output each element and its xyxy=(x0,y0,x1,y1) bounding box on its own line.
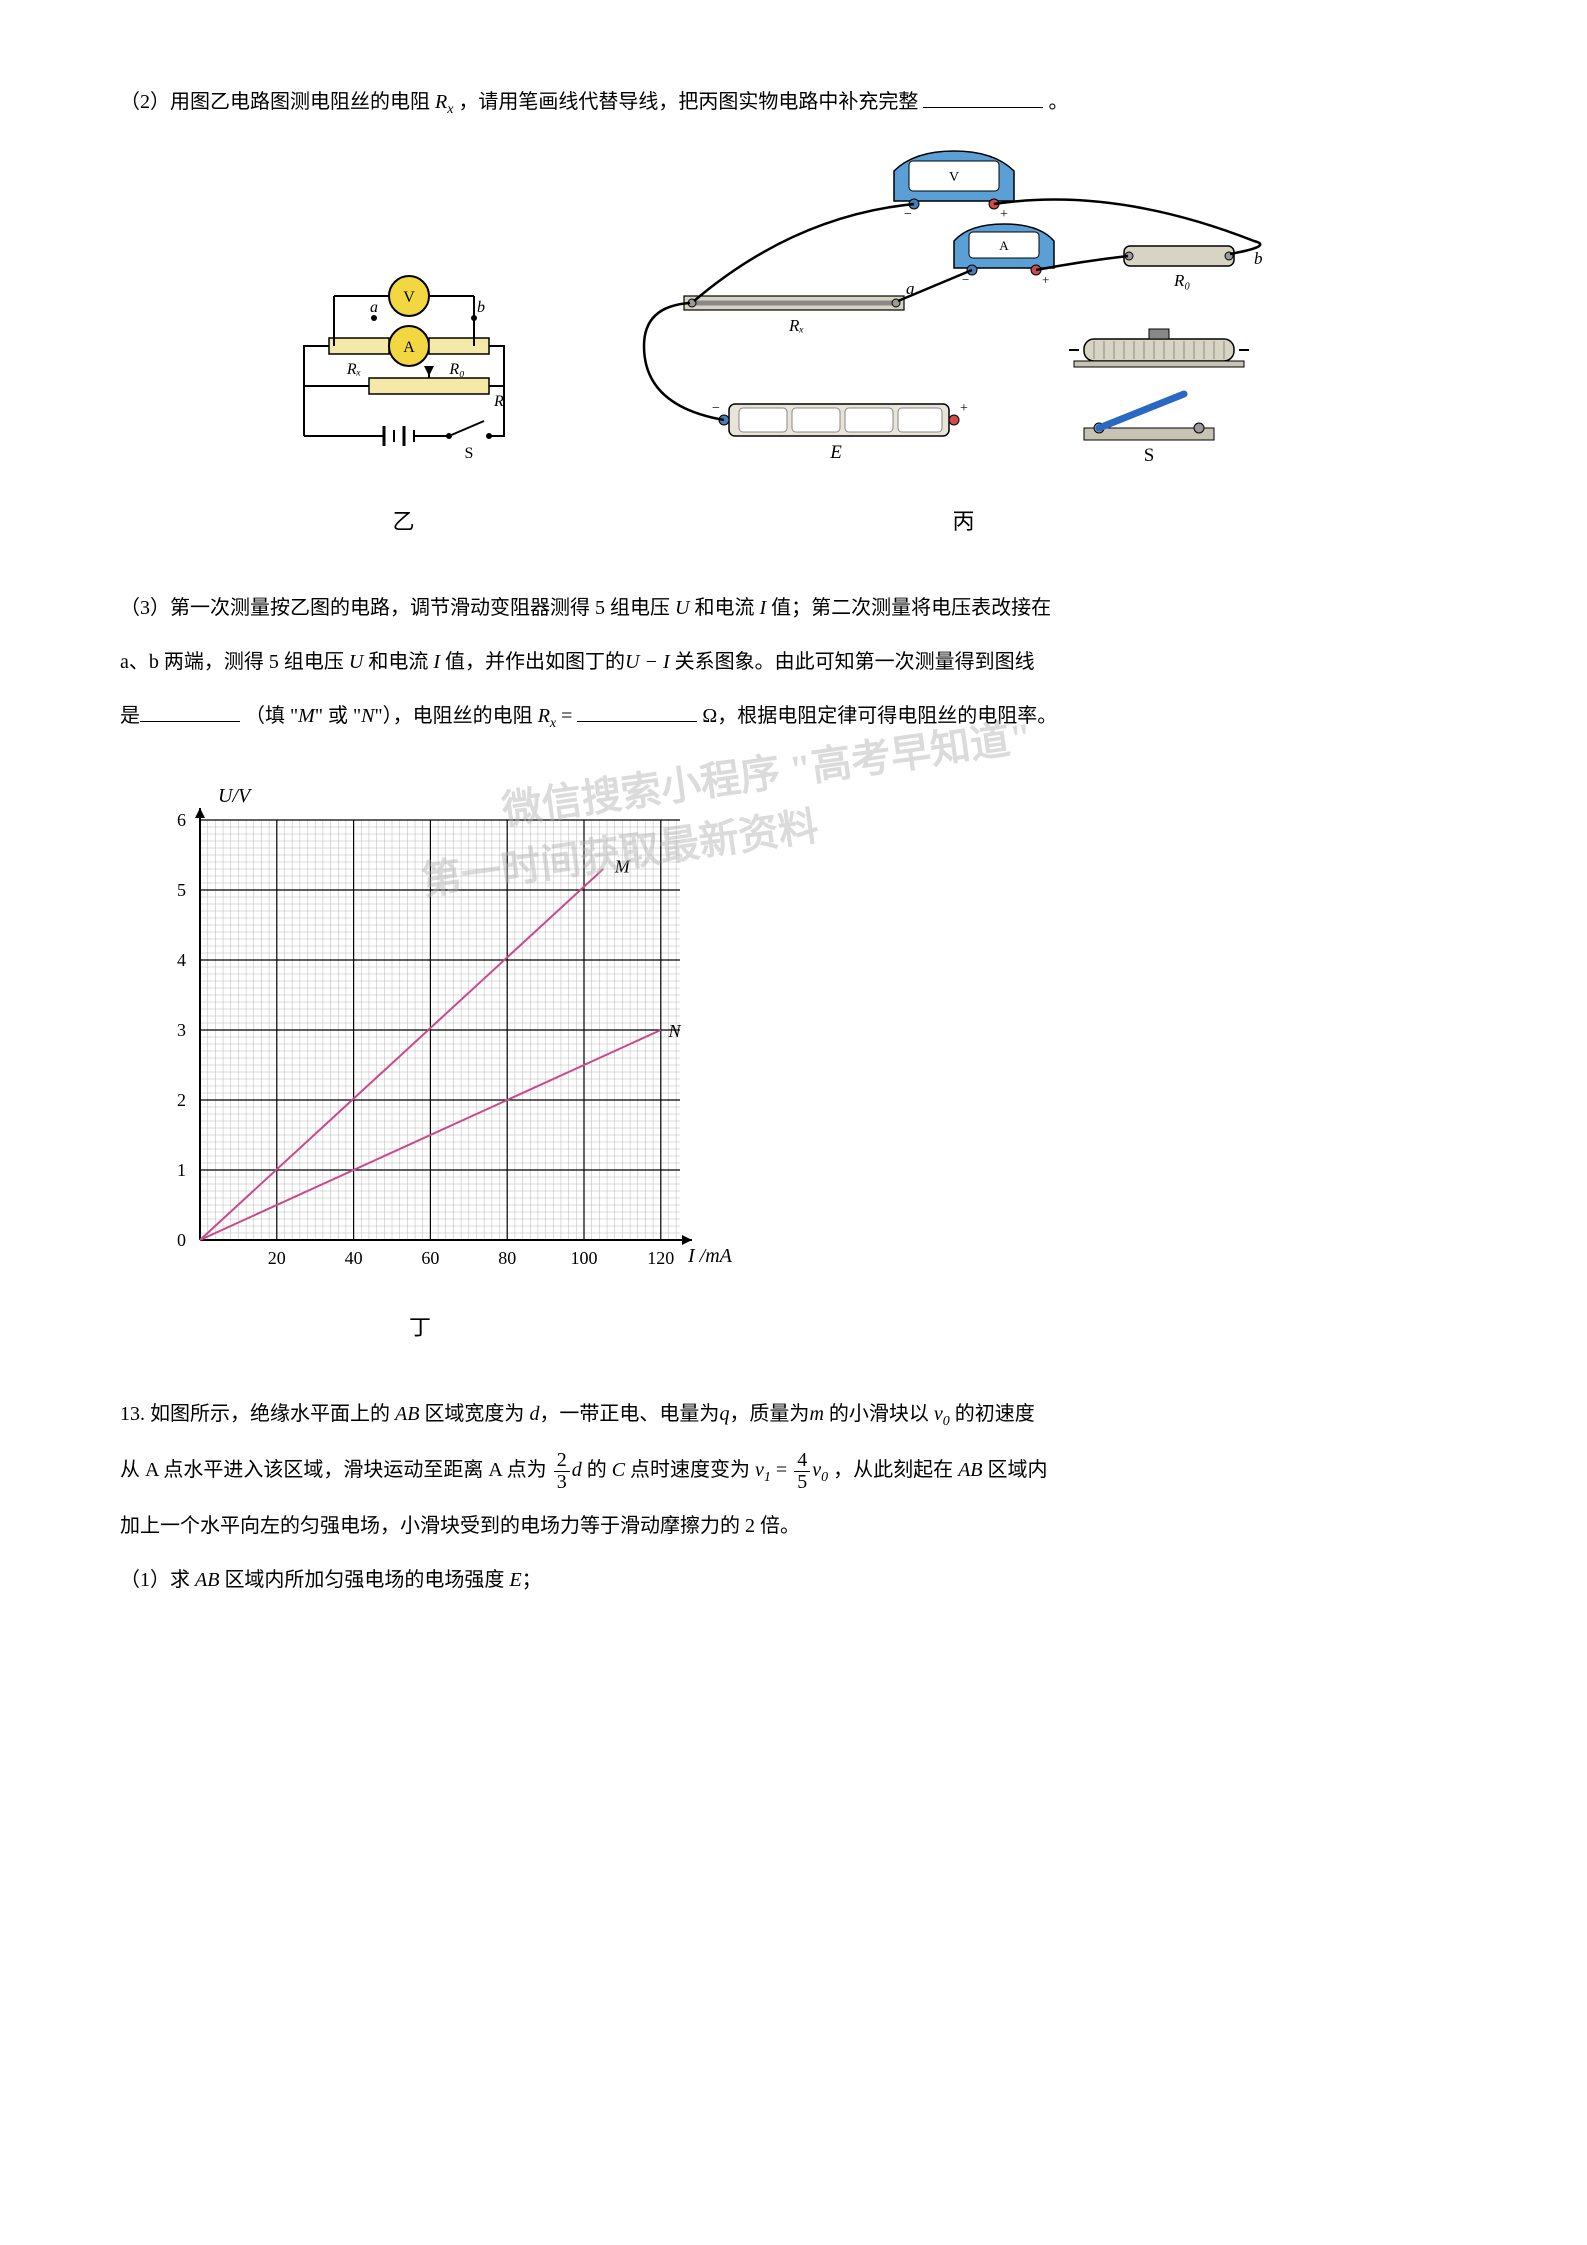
q2-prefix: （2）用图乙电路图测电阻丝的电阻 xyxy=(120,91,435,113)
svg-text:120: 120 xyxy=(647,1248,674,1268)
q3-line3: 是 （填 "M" 或 "N"），电阻丝的电阻 Rx = Ω，根据电阻定律可得电阻… xyxy=(120,694,1467,740)
switch-physical: S xyxy=(1084,394,1214,466)
svg-text:S: S xyxy=(1143,445,1154,466)
fig-yi-label: 乙 xyxy=(274,498,534,546)
frac-2-3: 23 xyxy=(554,1450,570,1493)
chart-caption: 丁 xyxy=(140,1304,700,1352)
figure-row: Rₓ a A b R₀ V R xyxy=(120,146,1467,546)
svg-text:5: 5 xyxy=(177,880,186,900)
figure-bing: V − + A − + b R₀ xyxy=(614,146,1314,546)
frac-4-5: 45 xyxy=(794,1450,810,1493)
ammeter-label: A xyxy=(403,339,415,356)
figure-yi: Rₓ a A b R₀ V R xyxy=(274,246,534,546)
node-a: a xyxy=(370,299,378,316)
svg-text:100: 100 xyxy=(571,1248,598,1268)
svg-text:E: E xyxy=(829,442,842,463)
q3-line2: a、b 两端，测得 5 组电压 U 和电流 I 值，并作出如图丁的U − I 关… xyxy=(120,640,1467,684)
node-b: b xyxy=(477,299,485,316)
svg-text:+: + xyxy=(1000,207,1008,222)
switch-label: S xyxy=(464,445,473,462)
svg-text:4: 4 xyxy=(177,950,186,970)
circuit-yi-svg: Rₓ a A b R₀ V R xyxy=(274,246,534,476)
ammeter-physical: A − + xyxy=(954,224,1054,287)
q13-line2: 从 A 点水平进入该区域，滑块运动至距离 A 点为 23d 的 C 点时速度变为… xyxy=(120,1448,1467,1494)
circuit-bing-svg: V − + A − + b R₀ xyxy=(614,146,1314,476)
svg-text:I /mA: I /mA xyxy=(687,1245,733,1267)
r0-resistor xyxy=(429,338,489,354)
q2-mid: ，请用笔画线代替导线，把丙图实物电路中补充完整 xyxy=(458,91,918,113)
svg-text:V: V xyxy=(948,170,958,185)
q2-suffix: 。 xyxy=(1048,91,1068,113)
svg-text:N: N xyxy=(667,1021,681,1041)
svg-text:1: 1 xyxy=(177,1160,186,1180)
fig-bing-label: 丙 xyxy=(614,498,1314,546)
svg-text:0: 0 xyxy=(177,1230,186,1250)
svg-text:M: M xyxy=(614,856,631,876)
svg-text:60: 60 xyxy=(421,1248,439,1268)
svg-text:3: 3 xyxy=(177,1020,186,1040)
svg-text:40: 40 xyxy=(345,1248,363,1268)
svg-text:20: 20 xyxy=(268,1248,286,1268)
rx-label: Rₓ xyxy=(345,361,360,378)
svg-text:−: − xyxy=(712,401,720,416)
svg-text:A: A xyxy=(999,238,1009,253)
voltmeter-physical: V − + xyxy=(894,151,1014,222)
svg-text:−: − xyxy=(904,207,912,222)
rheostat-label: R xyxy=(493,393,504,410)
voltmeter-label: V xyxy=(403,289,415,306)
svg-text:b: b xyxy=(1254,249,1263,268)
r0-label: R₀ xyxy=(448,361,464,378)
blank-MN xyxy=(140,701,240,722)
rx-physical: a Rₓ xyxy=(684,279,915,335)
battery-physical: − + E xyxy=(712,401,968,463)
q13-line3: 加上一个水平向左的匀强电场，小滑块受到的电场力等于滑动摩擦力的 2 倍。 xyxy=(120,1504,1467,1548)
svg-text:80: 80 xyxy=(498,1248,516,1268)
q13-line1: 13. 如图所示，绝缘水平面上的 AB 区域宽度为 d，一带正电、电量为q，质量… xyxy=(120,1392,1467,1438)
q2-text: （2）用图乙电路图测电阻丝的电阻 Rx ，请用笔画线代替导线，把丙图实物电路中补… xyxy=(120,80,1467,126)
q2-Rx: Rx xyxy=(435,91,453,113)
q13-sub1: （1）求 AB 区域内所加匀强电场的电场强度 E； xyxy=(120,1558,1467,1602)
chart-ding: 20 40 60 80 100 120 0 1 2 3 4 5 6 U/V I /mA M N xyxy=(140,760,760,1280)
svg-text:Rₓ: Rₓ xyxy=(788,316,804,335)
rheostat-physical xyxy=(1069,329,1249,367)
q3-line1: （3）第一次测量按乙图的电路，调节滑动变阻器测得 5 组电压 U 和电流 I 值… xyxy=(120,586,1467,630)
svg-text:+: + xyxy=(1042,272,1049,287)
rheostat xyxy=(369,378,489,394)
svg-text:6: 6 xyxy=(177,810,186,830)
svg-text:+: + xyxy=(960,401,968,416)
svg-text:U/V: U/V xyxy=(218,785,253,807)
q2-blank xyxy=(923,87,1043,108)
chart-wrap: 微信搜索小程序 "高考早知道" 第一时间获取最新资料 2040608010012… xyxy=(140,760,1467,1352)
rx-resistor xyxy=(329,338,389,354)
svg-text:R₀: R₀ xyxy=(1173,271,1190,290)
svg-text:2: 2 xyxy=(177,1090,186,1110)
blank-Rx xyxy=(577,701,697,722)
